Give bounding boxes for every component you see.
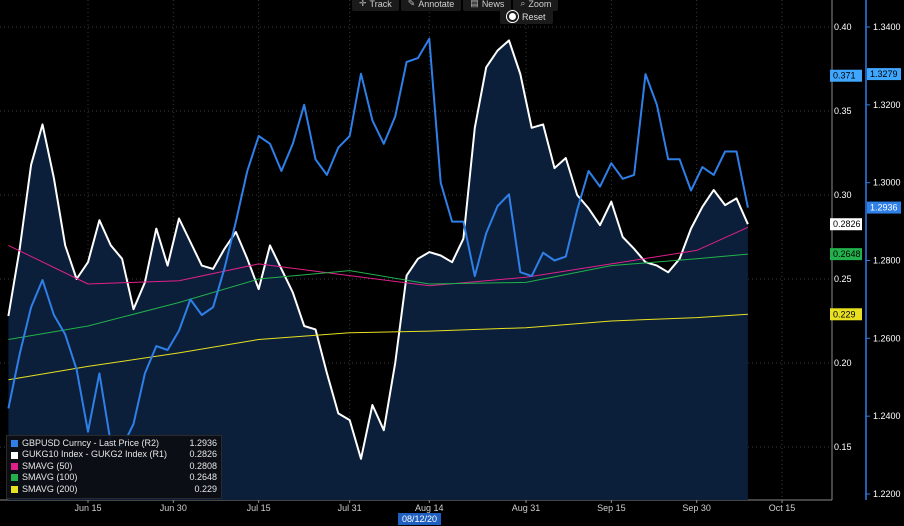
legend-swatch <box>11 485 18 493</box>
reset-label: Reset <box>522 11 546 22</box>
legend-swatch <box>11 440 18 448</box>
value-tag-label: 0.2648 <box>833 249 861 259</box>
value-tag-bg <box>830 308 862 321</box>
pencil-icon: ✎ <box>407 0 416 8</box>
legend-item-gbpusd[interactable]: GBPUSD Curncy - Last Price (R2) 1.2936 <box>11 438 217 449</box>
zoom-label: Zoom <box>528 0 552 9</box>
y-right-tick-label: 1.2800 <box>873 256 901 266</box>
value-tag-bg <box>830 248 862 261</box>
value-tag-bg <box>867 68 901 81</box>
legend-swatch <box>11 451 18 459</box>
y-left-tick-label: 0.35 <box>834 106 852 116</box>
y-left-tick-label: 0.20 <box>834 358 852 368</box>
legend-value: 0.2826 <box>189 449 217 460</box>
legend-label: SMAVG (50) <box>22 460 73 471</box>
value-tag-label: 1.3279 <box>870 69 898 79</box>
y-right-tick-label: 1.2200 <box>873 489 901 499</box>
series-line-smavg <box>8 226 749 287</box>
legend-swatch <box>11 474 18 482</box>
y-right-tick-label: 1.3400 <box>873 22 901 32</box>
x-tick-label: Aug 14 <box>415 503 444 513</box>
chart-legend: GBPUSD Curncy - Last Price (R2) 1.2936 G… <box>6 435 222 500</box>
legend-item-spread[interactable]: GUKG10 Index - GUKG2 Index (R1) 0.2826 <box>11 449 217 460</box>
y-right-tick-label: 1.3200 <box>873 100 901 110</box>
series-line-smavg <box>8 253 748 340</box>
track-icon: ✛ <box>359 0 367 8</box>
legend-item-sma100[interactable]: SMAVG (100) 0.2648 <box>11 472 217 483</box>
series-line-gukg10 <box>7 39 749 460</box>
series-line-gbpusd <box>7 37 749 449</box>
legend-value: 1.2936 <box>189 438 217 448</box>
legend-swatch <box>11 463 18 471</box>
y-right-tick-label: 1.2600 <box>873 333 901 343</box>
value-tag-label: 0.229 <box>833 309 856 319</box>
zoom-button[interactable]: ⌕ Zoom <box>513 0 559 11</box>
x-tick-label: Aug 31 <box>512 503 541 513</box>
value-tag-label: 1.2936 <box>870 203 898 213</box>
legend-label: SMAVG (100) <box>22 472 78 483</box>
x-tick-label: Jun 15 <box>74 503 101 513</box>
y-left-tick-label: 0.30 <box>834 190 852 200</box>
legend-label: GUKG10 Index - GUKG2 Index (R1) <box>22 449 168 460</box>
legend-label: GBPUSD Curncy - Last Price (R2) <box>22 438 160 448</box>
x-tick-label: Sep 30 <box>682 503 711 513</box>
annotate-label: Annotate <box>418 0 455 9</box>
legend-item-sma50[interactable]: SMAVG (50) 0.2808 <box>11 461 217 472</box>
legend-value: 0.229 <box>194 483 217 494</box>
y-right-tick-label: 1.3000 <box>873 178 901 188</box>
news-icon: ▤ <box>470 0 479 8</box>
reset-icon <box>507 11 518 22</box>
legend-item-sma200[interactable]: SMAVG (200) 0.229 <box>11 484 217 495</box>
legend-value: 0.2808 <box>189 460 217 471</box>
y-left-tick-label: 0.40 <box>834 22 852 32</box>
series-line-smavg <box>8 313 748 381</box>
zoom-icon: ⌕ <box>520 0 526 8</box>
annotate-button[interactable]: ✎ Annotate <box>400 0 462 11</box>
crosshair-date-tag: 08/12/20 <box>398 513 442 525</box>
x-tick-label: Jun 30 <box>160 503 187 513</box>
legend-label: SMAVG (200) <box>22 483 78 494</box>
y-right-tick-label: 1.2400 <box>873 411 901 421</box>
news-label: News <box>481 0 505 9</box>
legend-value: 0.2648 <box>189 472 217 483</box>
x-tick-label: Oct 15 <box>769 503 796 513</box>
series-area-gukg10 <box>8 40 748 501</box>
track-button[interactable]: ✛ Track <box>352 0 399 11</box>
value-tag-label: 0.2826 <box>833 219 861 229</box>
reset-button[interactable]: Reset <box>500 9 553 24</box>
value-tag-bg <box>830 69 862 82</box>
value-tag-bg <box>830 218 862 231</box>
news-button[interactable]: ▤ News <box>463 0 512 11</box>
x-tick-label: Jul 15 <box>247 503 271 513</box>
track-label: Track <box>369 0 392 9</box>
chart-toolbar: ✛ Track ✎ Annotate ▤ News ⌕ Zoom <box>352 0 559 11</box>
x-tick-label: Sep 15 <box>597 503 626 513</box>
value-tag-label: 0.371 <box>833 71 856 81</box>
y-left-tick-label: 0.25 <box>834 274 852 284</box>
x-tick-label: Jul 31 <box>338 503 362 513</box>
value-tag-bg <box>867 201 901 214</box>
y-left-tick-label: 0.15 <box>834 442 852 452</box>
